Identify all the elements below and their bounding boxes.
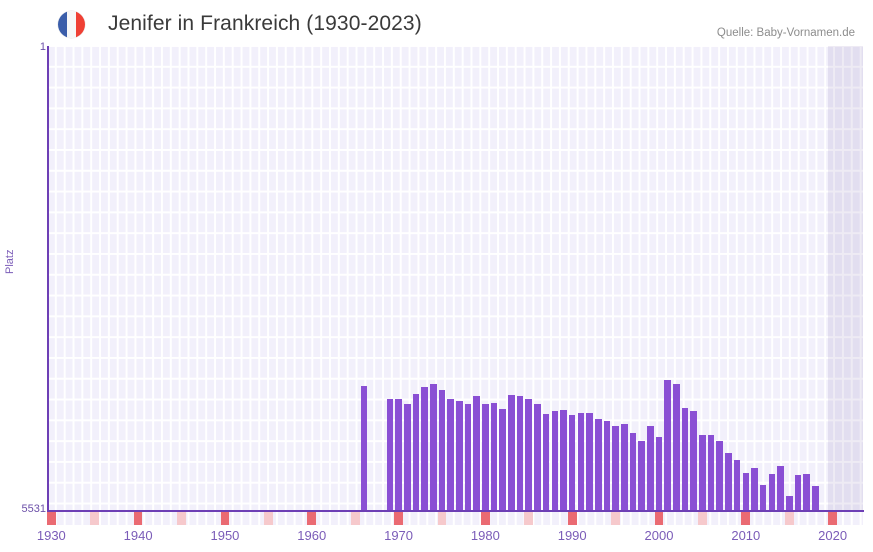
bar <box>716 441 724 511</box>
tick-mark-major <box>220 512 230 525</box>
tick-mark-major <box>828 512 837 525</box>
bar <box>568 415 576 511</box>
bar <box>811 486 819 511</box>
y-axis-bottom-label: 5531 <box>21 503 46 515</box>
bar <box>508 395 515 511</box>
tick-mark-major <box>133 512 143 525</box>
source-attribution: Quelle: Baby-Vornamen.de <box>716 27 855 39</box>
bar <box>403 404 411 511</box>
bar <box>551 411 559 511</box>
bar <box>464 404 472 511</box>
bar <box>412 394 420 511</box>
bar <box>638 441 645 511</box>
y-axis-title: Platz <box>4 249 16 274</box>
bar <box>586 413 593 511</box>
flag-stripe-blue <box>58 11 67 38</box>
flag-stripe-red <box>75 11 85 38</box>
bar <box>577 413 585 511</box>
bar <box>725 453 732 511</box>
bar <box>629 433 637 511</box>
x-axis-line <box>47 510 864 512</box>
bar <box>516 396 524 511</box>
tick-mark-major <box>741 512 751 525</box>
bar <box>525 399 533 511</box>
bar <box>594 419 602 511</box>
bar <box>707 435 715 511</box>
bar <box>499 409 507 511</box>
tick-mark-minor <box>437 512 447 525</box>
bar <box>421 387 428 511</box>
bar <box>490 403 498 511</box>
bar <box>386 399 394 511</box>
bar <box>733 460 741 511</box>
tick-mark-minor <box>264 512 273 525</box>
bar <box>785 496 793 511</box>
x-axis-tick-label: 1940 <box>123 528 153 543</box>
chart-header: Jenifer in Frankreich (1930-2023) Quelle… <box>0 0 873 44</box>
tick-mark-minor <box>90 512 100 525</box>
y-axis-line <box>47 46 49 512</box>
tick-mark-minor <box>698 512 707 525</box>
bar <box>429 384 437 511</box>
bar <box>534 404 541 511</box>
tick-mark-minor <box>524 512 534 525</box>
tick-mark-major <box>567 512 577 525</box>
bar <box>681 408 689 511</box>
bar <box>360 386 368 511</box>
bar <box>612 426 619 511</box>
bar <box>777 466 784 511</box>
bar <box>447 399 454 511</box>
bar <box>620 424 628 511</box>
bar <box>560 410 567 511</box>
tick-mark-major <box>47 512 56 525</box>
bar <box>768 474 776 511</box>
tick-mark-major <box>394 512 403 525</box>
bar <box>603 421 611 511</box>
x-axis-tick-strip <box>47 512 863 525</box>
x-axis-tick-label: 2010 <box>731 528 761 543</box>
bar <box>759 485 767 511</box>
tick-mark-minor <box>611 512 620 525</box>
bar <box>699 435 706 511</box>
bar <box>482 404 489 511</box>
grid-lines <box>47 46 863 511</box>
x-axis-tick-label: 1990 <box>557 528 587 543</box>
tick-mark-minor <box>177 512 186 525</box>
tick-mark-minor <box>784 512 794 525</box>
bar <box>803 474 810 511</box>
y-axis-top-label: 1 <box>39 41 46 53</box>
x-axis-tick-label: 1970 <box>384 528 414 543</box>
x-axis-tick-label: 2020 <box>818 528 848 543</box>
bar <box>473 396 480 511</box>
x-axis-tick-label: 2000 <box>644 528 674 543</box>
tick-mark-major <box>654 512 664 525</box>
tick-mark-major <box>481 512 490 525</box>
france-flag-icon <box>58 11 85 38</box>
bar <box>542 414 550 511</box>
bar <box>395 399 402 511</box>
flag-stripe-white <box>66 11 76 38</box>
bar <box>664 380 671 511</box>
x-axis-tick-label: 1950 <box>210 528 240 543</box>
bar <box>438 390 446 511</box>
bar <box>673 384 680 511</box>
bar <box>647 426 654 511</box>
x-axis-tick-label: 1930 <box>36 528 66 543</box>
tick-mark-minor <box>350 512 360 525</box>
bar <box>794 475 802 511</box>
tick-mark-major <box>307 512 317 525</box>
bar <box>690 411 698 511</box>
plot-area <box>47 46 863 511</box>
x-axis-tick-label: 1960 <box>297 528 327 543</box>
bar <box>456 401 463 511</box>
chart-title: Jenifer in Frankreich (1930-2023) <box>108 12 422 35</box>
bar <box>655 437 663 511</box>
bar <box>742 473 750 511</box>
bar <box>751 468 758 511</box>
x-axis-tick-label: 1980 <box>470 528 500 543</box>
